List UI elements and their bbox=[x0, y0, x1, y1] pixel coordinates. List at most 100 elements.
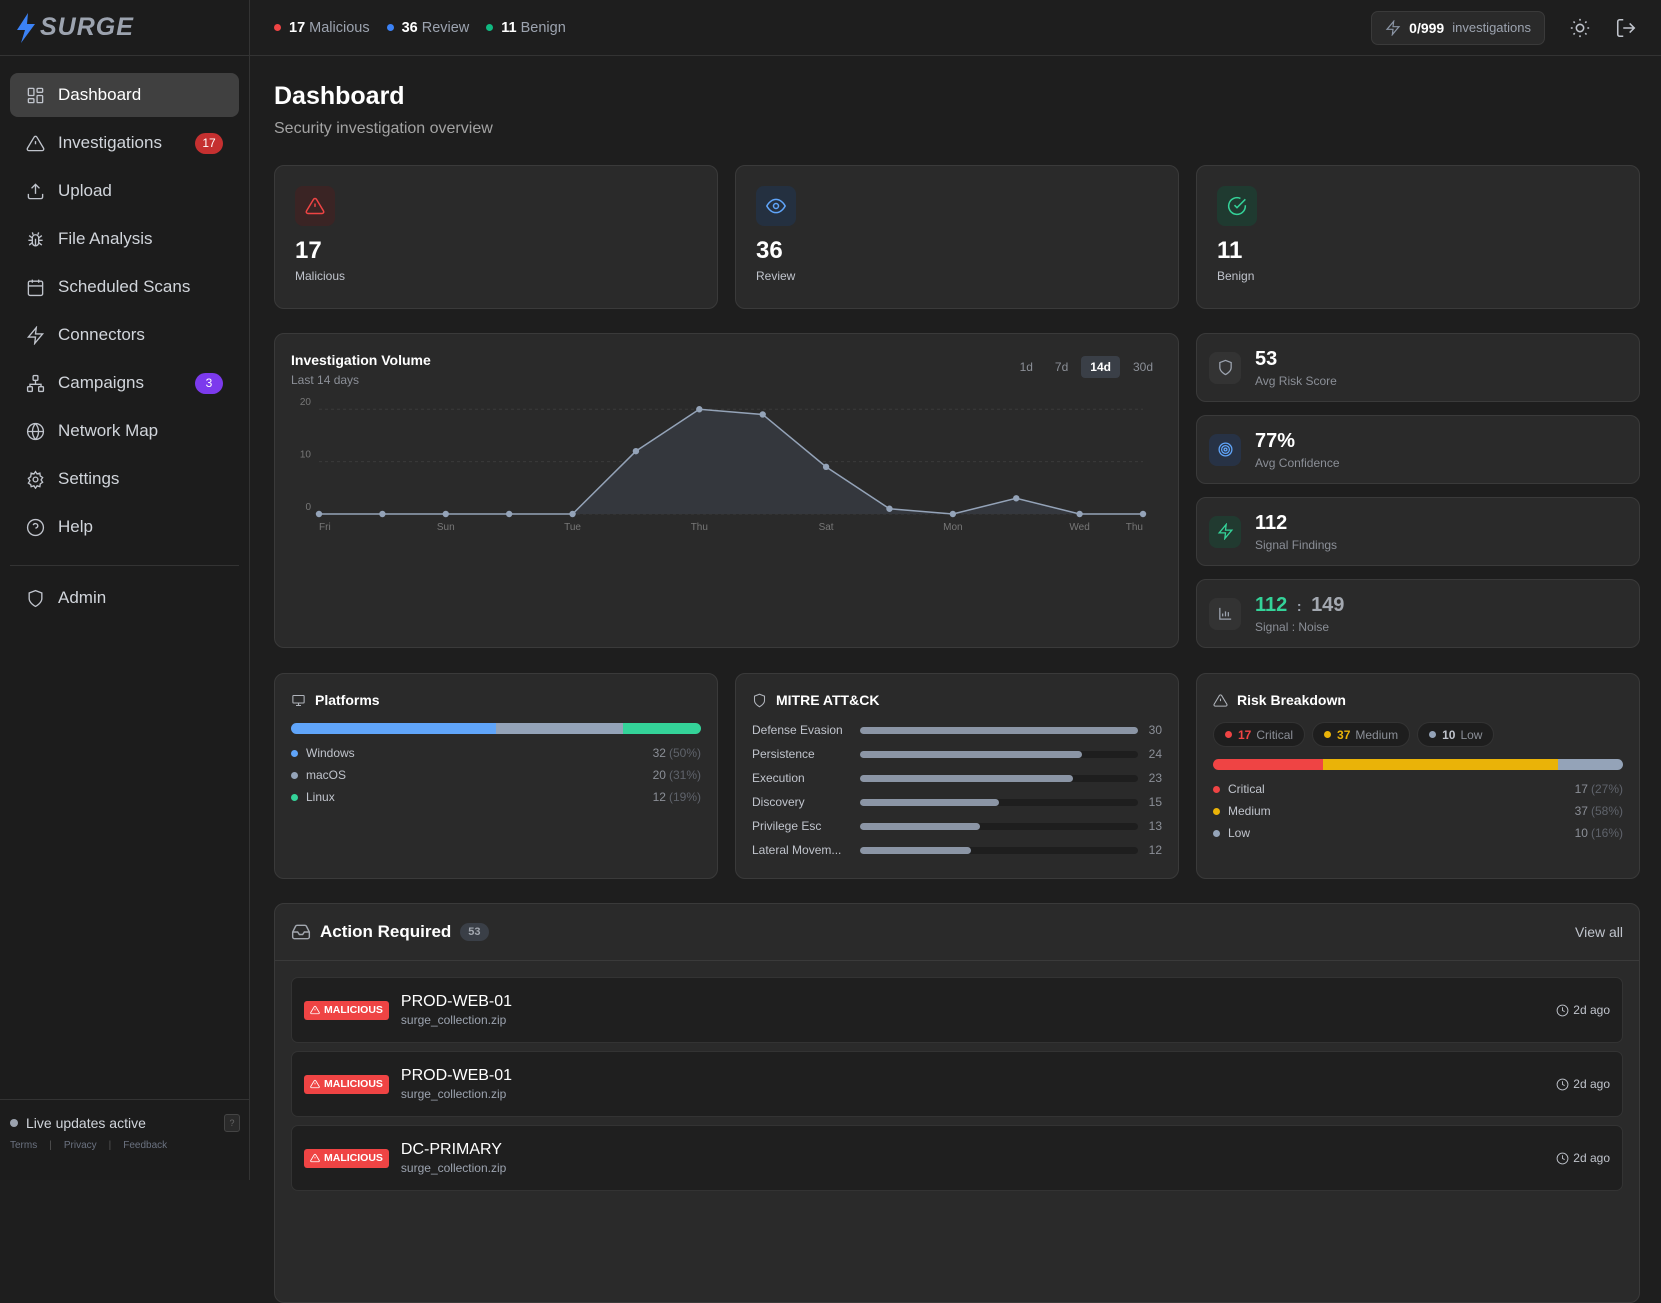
legend-percent: (58%) bbox=[1590, 804, 1623, 818]
risk-chip-low[interactable]: 10 Low bbox=[1417, 722, 1495, 747]
tactic-bar-fill bbox=[860, 750, 1083, 758]
metric-label: Avg Risk Score bbox=[1255, 373, 1337, 388]
mitre-row[interactable]: Defense Evasion 30 bbox=[752, 718, 1162, 742]
data-point bbox=[886, 505, 893, 512]
range-30d[interactable]: 30d bbox=[1132, 360, 1153, 374]
range-14d[interactable]: 14d bbox=[1081, 356, 1120, 378]
stat-count: 17 bbox=[289, 19, 306, 36]
stat-card-review[interactable]: 36 Review bbox=[735, 165, 1179, 309]
time-ago: 2d ago bbox=[1573, 1151, 1610, 1165]
bar-chart-icon bbox=[1218, 607, 1231, 620]
action-row[interactable]: MALICIOUS DC-PRIMARY surge_collection.zip 2… bbox=[291, 1125, 1623, 1191]
sidebar-item-file-analysis[interactable]: File Analysis bbox=[10, 217, 239, 261]
sidebar-item-campaigns[interactable]: Campaigns 3 bbox=[10, 361, 239, 405]
data-point bbox=[505, 510, 513, 518]
legend-count: 37 bbox=[1574, 804, 1588, 818]
sidebar-item-label: Help bbox=[58, 517, 93, 536]
mitre-row[interactable]: Discovery 15 bbox=[752, 790, 1162, 814]
logout-icon[interactable] bbox=[1615, 17, 1637, 39]
topbar: 17 Malicious 36 Review 11 Benign 0/999 investi… bbox=[250, 0, 1661, 56]
bolt-logo-icon bbox=[17, 12, 35, 43]
chip-label: Low bbox=[1460, 727, 1483, 742]
verdict-badge: MALICIOUS bbox=[304, 1148, 389, 1168]
tactic-count: 24 bbox=[1148, 747, 1162, 761]
sidebar-item-connectors[interactable]: Connectors bbox=[10, 313, 239, 357]
shortcuts-help-button[interactable]: ? bbox=[224, 1114, 240, 1132]
legend-dot bbox=[291, 793, 298, 801]
gear-icon bbox=[27, 469, 44, 489]
stat-card-benign[interactable]: 11 Benign bbox=[1196, 165, 1640, 309]
dashboard-icon bbox=[27, 87, 44, 103]
chip-dot bbox=[1429, 731, 1437, 738]
calendar-icon bbox=[27, 279, 44, 296]
privacy-link[interactable]: Privacy bbox=[63, 1140, 97, 1151]
sidebar-item-investigations[interactable]: Investigations 17 bbox=[10, 121, 239, 165]
range-7d[interactable]: 7d bbox=[1054, 360, 1069, 374]
chip-count: 10 bbox=[1442, 727, 1456, 742]
feedback-link[interactable]: Feedback bbox=[123, 1140, 168, 1151]
target-icon bbox=[1217, 442, 1233, 457]
quota-count: 0/999 bbox=[1409, 19, 1445, 36]
sidebar-item-dashboard[interactable]: Dashboard bbox=[10, 73, 239, 117]
mitre-row[interactable]: Privilege Esc 13 bbox=[752, 814, 1162, 838]
range-1d[interactable]: 1d bbox=[1019, 360, 1033, 374]
stat-label: Malicious bbox=[309, 19, 370, 36]
topbar-stat-review[interactable]: 36 Review bbox=[386, 19, 470, 36]
card-title: Platforms bbox=[315, 692, 380, 708]
volume-chart: 0 10 20 Fri Sun Tue Thu Sat Mon Wed Thu bbox=[300, 397, 1147, 533]
sidebar-item-admin[interactable]: Admin bbox=[10, 576, 239, 620]
stat-value: 11 bbox=[1217, 237, 1243, 264]
data-point bbox=[315, 510, 323, 518]
action-row[interactable]: MALICIOUS PROD-WEB-01 surge_collection.zip… bbox=[291, 1051, 1623, 1117]
tactic-name: Execution bbox=[752, 771, 805, 785]
file-name: surge_collection.zip bbox=[400, 1087, 507, 1101]
mitre-row[interactable]: Execution 23 bbox=[752, 766, 1162, 790]
sidebar-item-settings[interactable]: Settings bbox=[10, 457, 239, 501]
tactic-count: 13 bbox=[1148, 819, 1162, 833]
sidebar-item-help[interactable]: Help bbox=[10, 505, 239, 549]
sidebar-item-upload[interactable]: Upload bbox=[10, 169, 239, 213]
bar-segment-windows bbox=[291, 723, 496, 734]
stat-label: Review bbox=[421, 19, 470, 36]
metric-label: Signal Findings bbox=[1255, 537, 1338, 552]
metric-signal-findings: 112 Signal Findings bbox=[1196, 497, 1640, 566]
legend-count: 20 bbox=[652, 768, 666, 782]
risk-chip-medium[interactable]: 37 Medium bbox=[1312, 722, 1411, 747]
mitre-row[interactable]: Lateral Movem... 12 bbox=[752, 838, 1162, 862]
tactic-name: Privilege Esc bbox=[752, 819, 822, 833]
status-dot bbox=[386, 24, 394, 31]
sidebar-item-scheduled-scans[interactable]: Scheduled Scans bbox=[10, 265, 239, 309]
y-tick-label: 0 bbox=[305, 502, 311, 513]
data-point bbox=[822, 463, 830, 471]
timestamp: 2d ago bbox=[1556, 1077, 1610, 1091]
view-all-link[interactable]: View all bbox=[1575, 924, 1623, 940]
topbar-stat-malicious[interactable]: 17 Malicious bbox=[274, 20, 370, 36]
bug-icon bbox=[28, 231, 43, 247]
mitre-row[interactable]: Persistence 24 bbox=[752, 742, 1162, 766]
topbar-stat-benign[interactable]: 11 Benign bbox=[486, 20, 566, 36]
verdict-label: MALICIOUS bbox=[324, 1078, 383, 1090]
data-point bbox=[1139, 510, 1147, 518]
logo-text: SURGE bbox=[40, 13, 134, 41]
count-badge: 17 bbox=[195, 132, 223, 154]
ratio-separator: : bbox=[1296, 597, 1302, 614]
chart-title: Investigation Volume bbox=[291, 352, 431, 368]
investigation-quota[interactable]: 0/999 investigations bbox=[1371, 10, 1545, 45]
chip-count: 37 bbox=[1337, 727, 1351, 742]
chip-label: Critical bbox=[1256, 727, 1294, 742]
inbox-icon bbox=[291, 924, 311, 940]
sidebar-item-label: Scheduled Scans bbox=[58, 277, 191, 296]
risk-chip-critical[interactable]: 17 Critical bbox=[1213, 722, 1306, 747]
action-row[interactable]: MALICIOUS PROD-WEB-01 surge_collection.zip… bbox=[291, 977, 1623, 1043]
page-title: Dashboard bbox=[274, 82, 405, 110]
stat-card-malicious[interactable]: 17 Malicious bbox=[274, 165, 718, 309]
terms-link[interactable]: Terms bbox=[10, 1140, 38, 1151]
metric-value: 53 bbox=[1255, 347, 1278, 370]
sidebar-item-network-map[interactable]: Network Map bbox=[10, 409, 239, 453]
sidebar-nav: Dashboard Investigations 17 Upload File Anal… bbox=[0, 56, 249, 620]
logo[interactable]: SURGE bbox=[0, 0, 249, 56]
stat-count: 36 bbox=[401, 19, 418, 36]
legend-critical: Critical 17 (27%) bbox=[1213, 778, 1623, 800]
theme-toggle-sun-icon[interactable] bbox=[1569, 17, 1591, 39]
metric-label: Signal : Noise bbox=[1255, 619, 1330, 634]
